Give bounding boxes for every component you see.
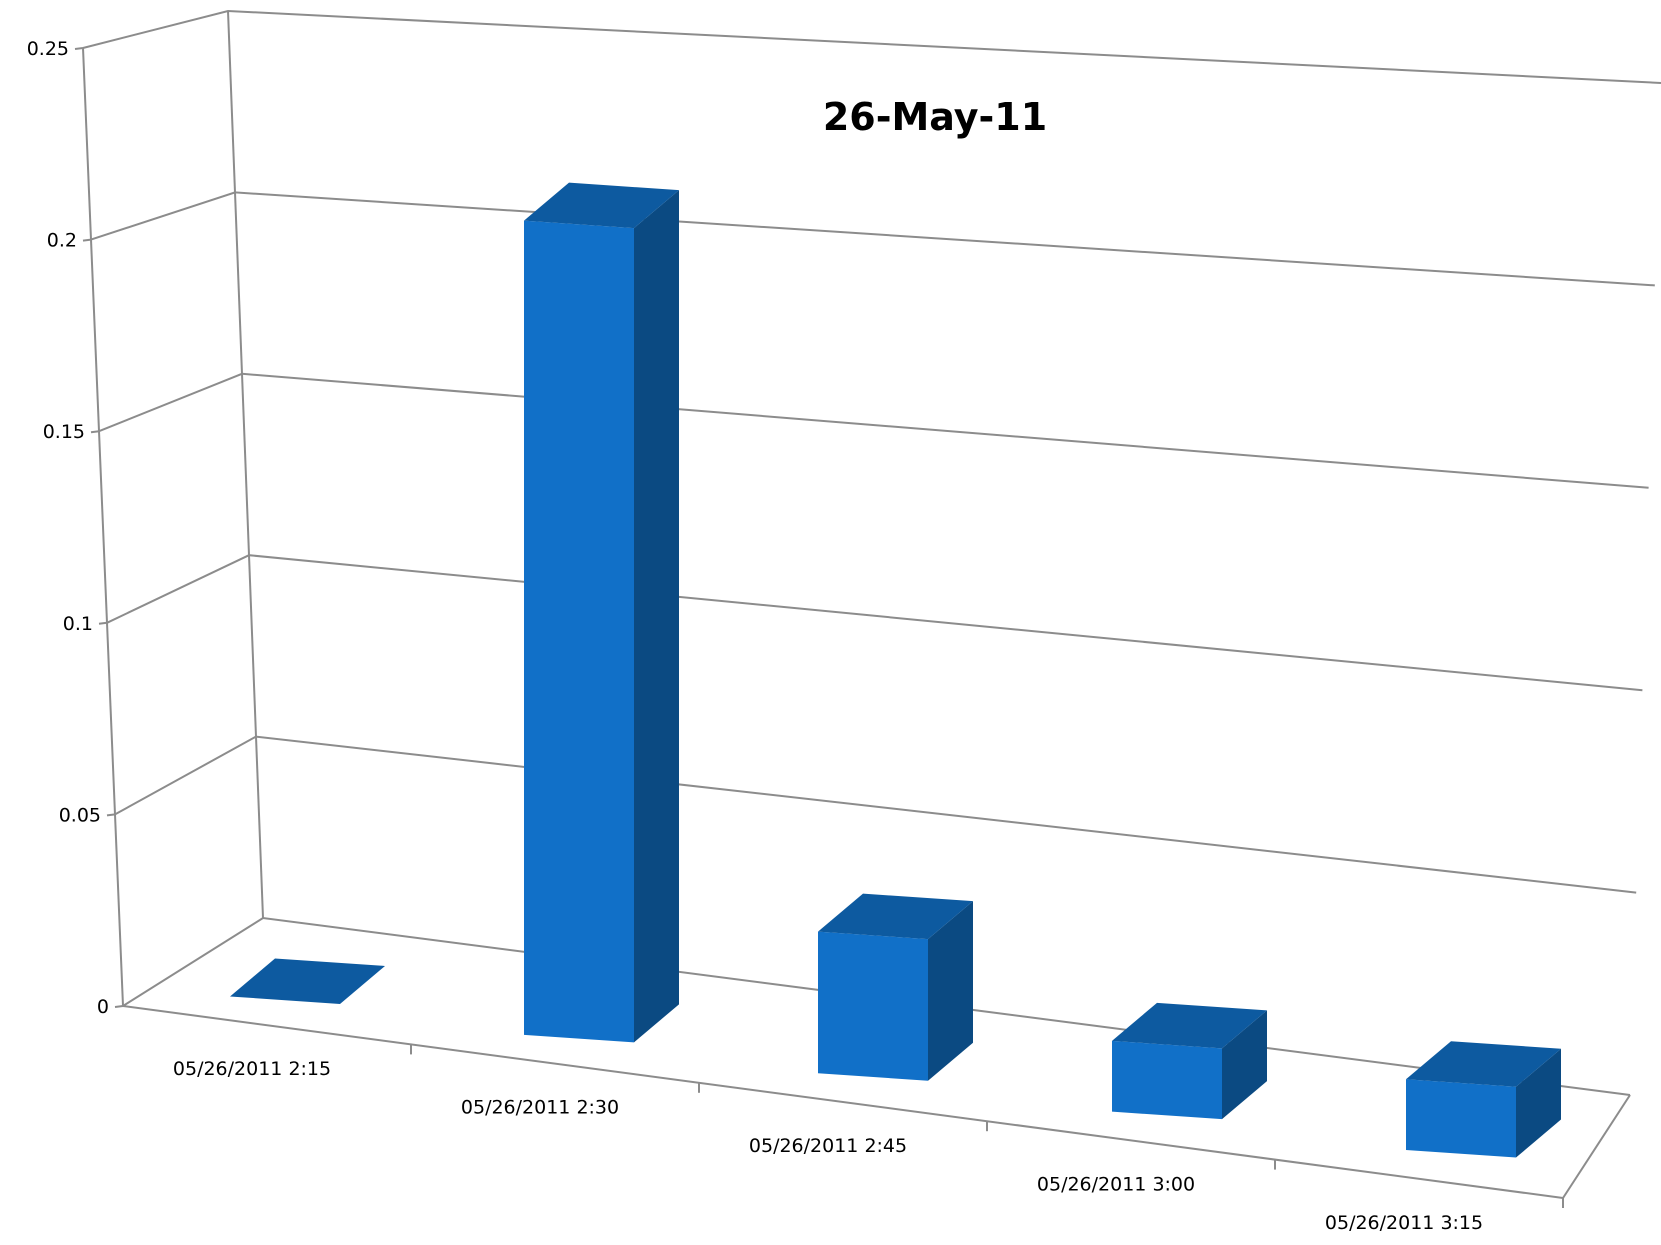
bar-front [524, 220, 634, 1043]
y-tick-mark [90, 430, 100, 434]
y-tick-mark [98, 621, 108, 625]
bar-front [818, 931, 928, 1081]
gridline [90, 191, 1655, 287]
bar-side [1222, 1010, 1267, 1120]
bar [818, 893, 973, 1081]
x-category-label: 05/26/2011 3:00 [1037, 1173, 1195, 1195]
bar-top [818, 893, 973, 940]
x-category-label: 05/26/2011 2:45 [749, 1135, 907, 1157]
bar-top [524, 182, 679, 229]
y-axis-line [82, 47, 124, 1007]
bar [524, 182, 679, 1043]
bar [230, 958, 385, 1004]
x-category-label: 05/26/2011 2:30 [461, 1097, 619, 1119]
bars [230, 182, 1561, 1158]
y-tick-labels: 0 0.05 0.1 0.15 0.2 0.25 [27, 38, 109, 1018]
bar-side [928, 901, 973, 1081]
y-tick-label: 0.25 [27, 38, 69, 60]
y-tick-label: 0.1 [63, 613, 93, 635]
y-tick-mark [82, 238, 92, 242]
x-category-label: 05/26/2011 3:15 [1325, 1212, 1483, 1234]
floor-right-edge [1562, 1094, 1631, 1199]
gridline [98, 372, 1649, 489]
bar-front [1112, 1040, 1222, 1120]
y-tick-mark [114, 1005, 124, 1008]
axes [74, 10, 1631, 1208]
back-left-wall-edge [227, 10, 264, 919]
y-tick-label: 0.05 [59, 804, 101, 826]
bar-side [1516, 1048, 1561, 1158]
chart-title: 26-May-11 [823, 95, 1047, 139]
x-category-labels: 05/26/2011 2:15 05/26/2011 2:30 05/26/2011… [173, 1058, 1483, 1234]
y-tick-label: 0 [97, 996, 109, 1018]
bar [1406, 1041, 1561, 1158]
bar-side [634, 190, 679, 1043]
bar [1112, 1002, 1267, 1120]
x-category-label: 05/26/2011 2:15 [173, 1058, 331, 1080]
x-axis-line [122, 1005, 1564, 1199]
bar-top [1112, 1002, 1267, 1049]
gridline [106, 554, 1643, 692]
y-tick-mark [74, 47, 84, 50]
y-tick-label: 0.2 [47, 230, 77, 252]
bar-front [1406, 1079, 1516, 1158]
bar-top [230, 958, 385, 1004]
gridline [114, 735, 1637, 894]
y-tick-mark [106, 813, 116, 817]
y-tick-label: 0.15 [43, 421, 85, 443]
gridline [82, 9, 1661, 84]
bar-top [1406, 1041, 1561, 1087]
